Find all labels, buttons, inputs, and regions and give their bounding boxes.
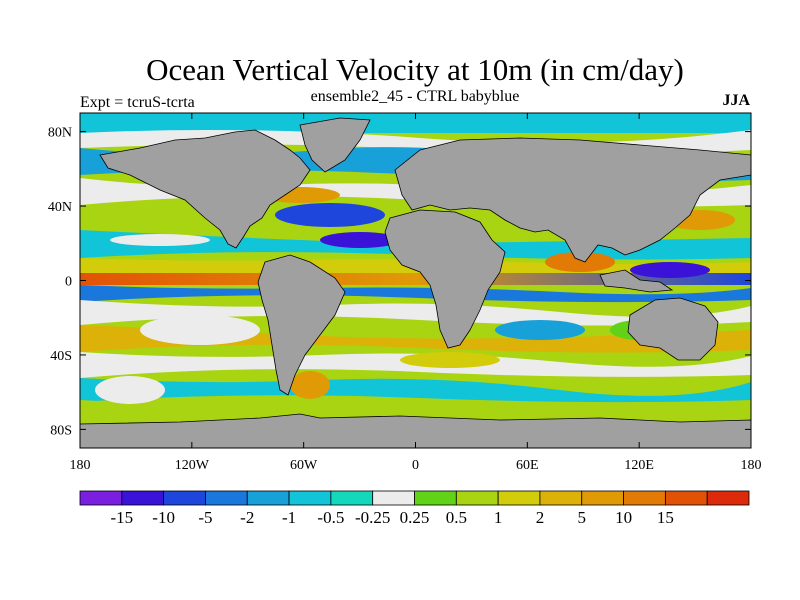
colorbar-label: 5 [578, 508, 587, 527]
land-south-america [257, 254, 346, 396]
land-eurasia [394, 137, 751, 263]
colorbar-swatch [121, 490, 165, 506]
colorbar-label: 2 [536, 508, 545, 527]
colorbar-label: -1 [282, 508, 296, 527]
colorbar-swatch [163, 490, 206, 506]
lat-tick-label: 80S [50, 423, 72, 438]
colorbar-label: -10 [152, 508, 175, 527]
colorbar-swatch [372, 490, 415, 506]
lon-tick-label: 120E [624, 458, 654, 473]
season-label: JJA [722, 92, 750, 109]
chart-title: Ocean Vertical Velocity at 10m (in cm/da… [146, 52, 684, 87]
colorbar-swatch [414, 490, 457, 506]
colorbar-swatch [497, 490, 541, 506]
land-indonesia [599, 269, 674, 293]
lat-tick-label: 80N [48, 126, 72, 141]
colorbar-swatch [246, 490, 290, 506]
colorbar: -15 -10 -5 -2 -1 -0.5 -0.25 0.25 0.5 1 2 5 10 15 [79, 490, 750, 527]
colorbar-swatch [205, 490, 248, 506]
colorbar-swatch [706, 490, 750, 506]
colorbar-swatch [455, 490, 499, 506]
colorbar-swatch [288, 490, 332, 506]
colorbar-label: -2 [240, 508, 254, 527]
land-greenland [299, 117, 371, 173]
colorbar-label: 0.25 [400, 508, 430, 527]
colorbar-label: 1 [494, 508, 503, 527]
lat-tick-label: 40S [50, 349, 72, 364]
colorbar-label: -5 [198, 508, 212, 527]
lon-tick-label: 60W [290, 458, 318, 473]
colorbar-swatch [539, 490, 583, 506]
colorbar-label: -15 [110, 508, 133, 527]
lat-tick-label: 0 [65, 275, 72, 290]
colorbar-swatch [623, 490, 666, 506]
colorbar-swatch [581, 490, 624, 506]
colorbar-label: -0.25 [355, 508, 390, 527]
lon-tick-label: 0 [412, 458, 419, 473]
lon-tick-label: 120W [175, 458, 210, 473]
latitude-axis: 80N 40N 0 40S 80S [48, 126, 751, 438]
lat-tick-label: 40N [48, 200, 72, 215]
land-australia [627, 297, 719, 361]
lon-tick-label: 60E [516, 458, 539, 473]
lon-tick-label: 180 [70, 458, 91, 473]
colorbar-swatch [79, 490, 123, 506]
colorbar-label: 10 [615, 508, 632, 527]
land-antarctica [80, 413, 751, 448]
longitude-axis: 180 120W 60W 0 60E 120E 180 [70, 113, 762, 473]
colorbar-label: 15 [657, 508, 674, 527]
chart-subtitle: ensemble2_45 - CTRL babyblue [310, 88, 520, 105]
lon-tick-label: 180 [741, 458, 762, 473]
colorbar-swatch [664, 490, 708, 506]
colorbar-label: 0.5 [446, 508, 467, 527]
map-area [80, 113, 751, 448]
experiment-label: Expt = tcruS-tcrta [80, 94, 195, 111]
colorbar-label: -0.5 [317, 508, 344, 527]
land-north-america [99, 129, 311, 249]
land-africa [384, 209, 506, 349]
colorbar-swatch [330, 490, 374, 506]
